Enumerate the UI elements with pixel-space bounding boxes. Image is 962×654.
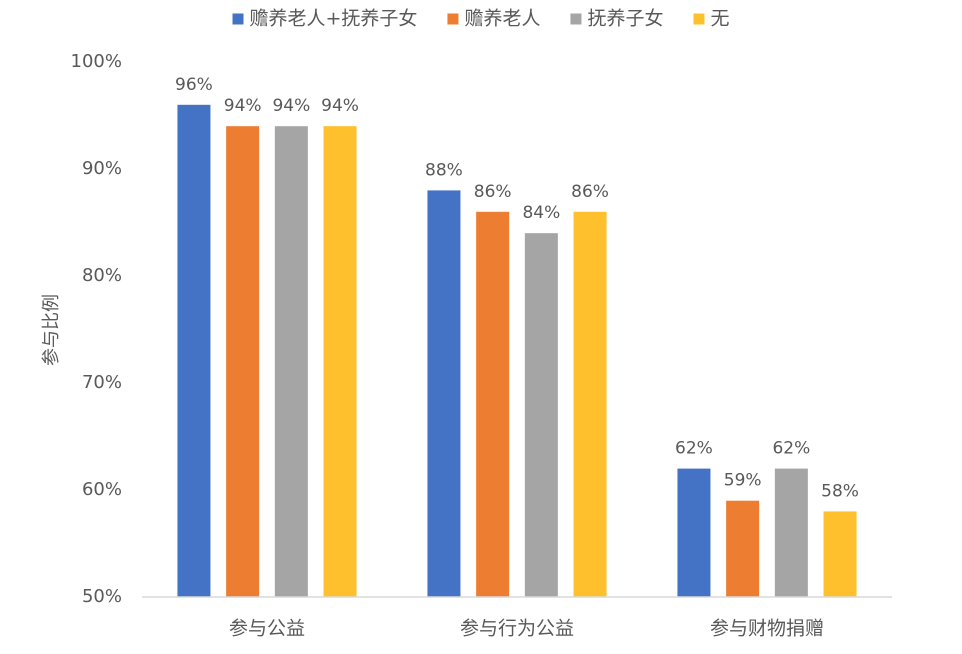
bar (476, 211, 510, 598)
legend-item: 抚养子女 (570, 8, 663, 30)
legend-swatch (232, 13, 244, 25)
data-labels: 96% 94% 94% 94% 88% 86% 84% 86% 62% 59% 62% 58% (175, 75, 859, 502)
data-label: 96% (175, 75, 213, 95)
y-tick-label: 90% (82, 158, 122, 179)
x-category-label: 参与财物捐赠 (710, 618, 824, 640)
x-category-label: 参与公益 (229, 618, 305, 640)
legend-label: 赡养老人+抚养子女 (250, 8, 418, 30)
data-label: 86% (571, 182, 609, 202)
legend-swatch (570, 13, 582, 25)
data-label: 88% (425, 160, 463, 180)
data-label: 62% (675, 439, 713, 459)
legend-label: 无 (710, 8, 729, 30)
legend-item: 赡养老人 (447, 8, 540, 30)
y-tick-label: 100% (71, 51, 122, 72)
data-label: 94% (272, 96, 310, 116)
bar (726, 500, 760, 597)
bar (524, 233, 558, 597)
bar (677, 468, 711, 597)
data-label: 84% (522, 203, 560, 223)
bar (573, 211, 607, 598)
legend-swatch (693, 13, 705, 25)
x-axis: 参与公益 参与行为公益 参与财物捐赠 (229, 618, 824, 640)
data-label: 86% (474, 182, 512, 202)
bar (274, 126, 308, 597)
legend: 赡养老人+抚养子女 赡养老人 抚养子女 无 (232, 8, 729, 30)
y-tick-label: 70% (82, 372, 122, 393)
bar (226, 126, 260, 597)
y-axis-title: 参与比例 (41, 294, 62, 366)
bars (177, 104, 857, 598)
legend-label: 赡养老人 (464, 8, 540, 30)
bar (823, 511, 857, 597)
legend-item: 无 (693, 8, 729, 30)
bar (323, 126, 357, 597)
data-label: 94% (321, 96, 359, 116)
y-tick-label: 50% (82, 586, 122, 607)
data-label: 62% (772, 439, 810, 459)
data-label: 94% (224, 96, 262, 116)
y-tick-label: 80% (82, 265, 122, 286)
data-label: 59% (724, 471, 762, 491)
x-category-label: 参与行为公益 (460, 618, 574, 640)
bar (774, 468, 808, 597)
bar (427, 190, 461, 597)
legend-item: 赡养老人+抚养子女 (232, 8, 418, 30)
data-label: 58% (821, 481, 859, 501)
legend-label: 抚养子女 (587, 8, 663, 30)
y-tick-label: 60% (82, 479, 122, 500)
y-axis: 50% 60% 70% 80% 90% 100% (71, 51, 122, 607)
bar (177, 104, 211, 598)
legend-swatch (447, 13, 459, 25)
